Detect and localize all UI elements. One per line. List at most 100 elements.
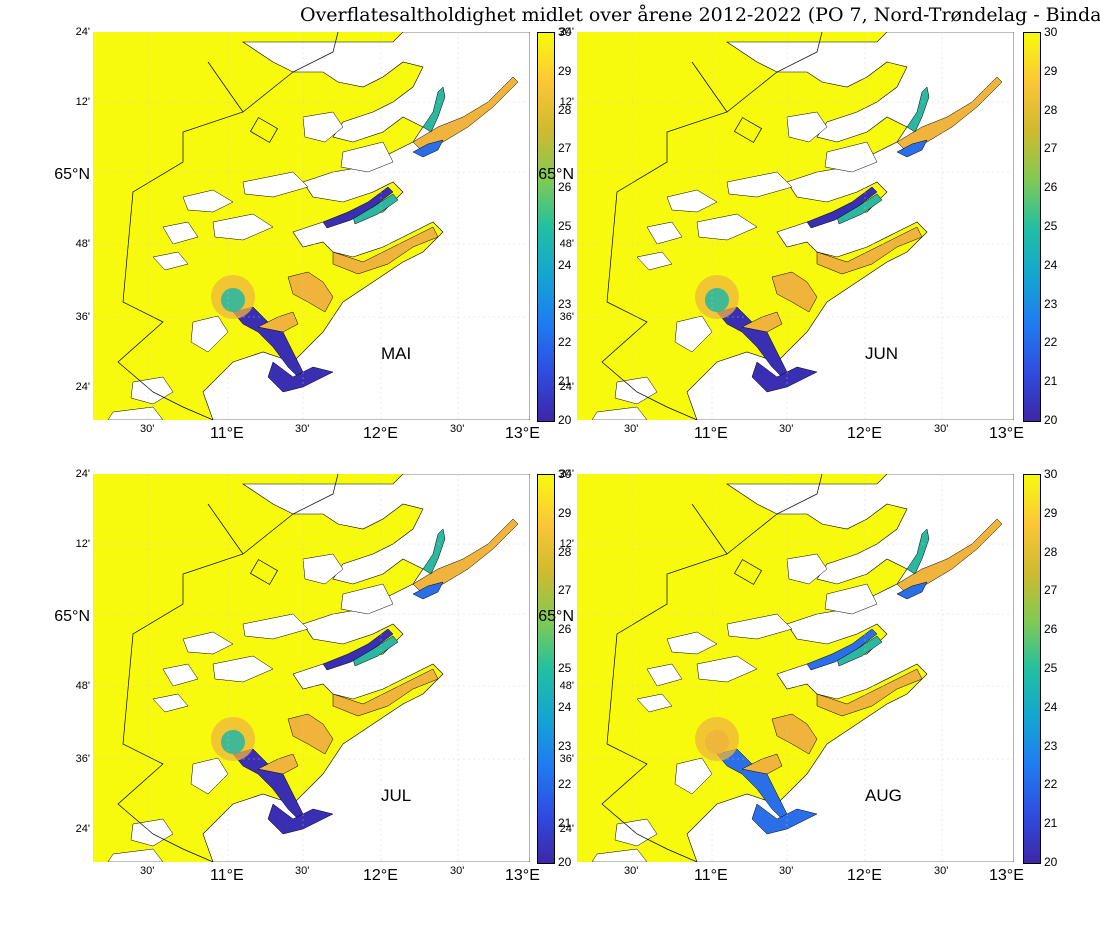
month-label: AUG: [865, 786, 902, 805]
colorbar-tick-label: 29: [1044, 505, 1058, 520]
colorbar-tick-label: 25: [1044, 219, 1058, 233]
colorbar-tick-label: 24: [1044, 257, 1058, 272]
map-area: [93, 32, 530, 420]
latitude-tick-label: 48': [75, 238, 90, 250]
longitude-tick-label: 30': [140, 865, 155, 877]
longitude-tick-label: 11°E: [694, 425, 728, 442]
colorbar: [537, 32, 555, 422]
latitude-tick-label: 24': [559, 26, 574, 38]
colorbar-tick-label: 27: [1044, 583, 1058, 598]
colorbar-tick-label: 28: [1044, 102, 1058, 117]
colorbar-tick-label: 26: [1044, 180, 1058, 195]
colorbar-tick-label: 27: [558, 583, 572, 598]
colorbar-tick-label: 23: [558, 738, 572, 753]
colorbar-tick-label: 22: [558, 335, 572, 350]
latitude-tick-label: 65°N: [538, 166, 574, 183]
colorbar-tick-label: 22: [1044, 335, 1058, 350]
longitude-tick-label: 13°E: [505, 867, 540, 884]
latitude-tick-label: 24': [75, 468, 90, 480]
colorbar-tick-label: 21: [1044, 374, 1058, 389]
longitude-tick-label: 30': [934, 423, 949, 435]
colorbar-tick-label: 28: [1044, 544, 1058, 559]
latitude-tick-label: 48': [559, 680, 574, 692]
colorbar-tick-label: 26: [1044, 622, 1058, 637]
longitude-tick-label: 30': [779, 865, 794, 877]
longitude-tick-label: 30': [450, 423, 465, 435]
colorbar-tick-label: 23: [558, 296, 572, 311]
colorbar-tick-label: 24: [558, 257, 572, 272]
latitude-tick-label: 12': [559, 538, 574, 550]
salinity-map: [93, 32, 530, 420]
colorbar-tick-label: 22: [558, 777, 572, 792]
colorbar-tick-label: 29: [1044, 63, 1058, 78]
longitude-tick-label: 30': [450, 865, 465, 877]
longitude-tick-label: 30': [624, 865, 639, 877]
colorbar-tick-label: 23: [1044, 296, 1058, 311]
colorbar-tick-label: 28: [558, 544, 572, 559]
salinity-map: [577, 32, 1014, 420]
latitude-tick-label: 24': [75, 381, 90, 393]
latitude-tick-label: 36': [75, 311, 90, 323]
colorbar-tick-label: 22: [1044, 777, 1058, 792]
latitude-tick-label: 12': [75, 96, 90, 108]
latitude-tick-label: 36': [559, 753, 574, 765]
colorbar-tick-label: 20: [558, 413, 572, 427]
colorbar-tick-label: 20: [1044, 413, 1058, 427]
longitude-tick-label: 12°E: [363, 425, 398, 442]
colorbar: [1023, 32, 1041, 422]
longitude-tick-label: 13°E: [989, 867, 1024, 884]
salinity-map: [577, 474, 1014, 862]
colorbar: [537, 474, 555, 864]
latitude-tick-label: 24': [559, 381, 574, 393]
longitude-tick-label: 30': [295, 423, 310, 435]
figure-title: Overflatesaltholdighet midlet over årene…: [300, 4, 1100, 26]
latitude-tick-label: 24': [559, 823, 574, 835]
latitude-tick-label: 12': [559, 96, 574, 108]
colorbar-tick-label: 30: [558, 467, 572, 481]
colorbar-tick-label: 24: [558, 699, 572, 714]
month-label: JUL: [381, 786, 412, 805]
colorbar-tick-label: 20: [558, 855, 572, 869]
colorbar-tick-label: 24: [1044, 699, 1058, 714]
longitude-tick-label: 30': [779, 423, 794, 435]
colorbar-tick-label: 29: [558, 63, 572, 78]
colorbar-tick-label: 30: [558, 25, 572, 39]
colorbar-tick-label: 21: [1044, 816, 1058, 831]
colorbar-tick-label: 27: [558, 141, 572, 156]
longitude-tick-label: 30': [934, 865, 949, 877]
longitude-tick-label: 12°E: [847, 867, 882, 884]
latitude-tick-label: 65°N: [54, 608, 90, 625]
latitude-tick-label: 65°N: [54, 166, 90, 183]
colorbar-tick-label: 30: [1044, 467, 1058, 481]
latitude-tick-label: 48': [559, 238, 574, 250]
longitude-tick-label: 13°E: [505, 425, 540, 442]
latitude-tick-label: 36': [559, 311, 574, 323]
longitude-tick-label: 12°E: [363, 867, 398, 884]
longitude-tick-label: 30': [295, 865, 310, 877]
colorbar-tick-label: 21: [558, 816, 572, 831]
colorbar-tick-label: 27: [1044, 141, 1058, 156]
map-area: [577, 32, 1014, 420]
map-area: [93, 474, 530, 862]
colorbar-tick-label: 25: [558, 661, 572, 675]
month-label: MAI: [381, 344, 412, 363]
longitude-tick-label: 30': [140, 423, 155, 435]
colorbar: [1023, 474, 1041, 864]
longitude-tick-label: 11°E: [210, 425, 244, 442]
latitude-tick-label: 24': [75, 823, 90, 835]
longitude-tick-label: 11°E: [694, 867, 728, 884]
month-label: JUN: [865, 344, 899, 363]
latitude-tick-label: 65°N: [538, 608, 574, 625]
latitude-tick-label: 12': [75, 538, 90, 550]
colorbar-tick-label: 30: [1044, 25, 1058, 39]
colorbar-tick-label: 25: [1044, 661, 1058, 675]
map-area: [577, 474, 1014, 862]
latitude-tick-label: 48': [75, 680, 90, 692]
colorbar-tick-label: 26: [558, 180, 572, 195]
colorbar-tick-label: 20: [1044, 855, 1058, 869]
latitude-tick-label: 24': [75, 26, 90, 38]
colorbar-tick-label: 23: [1044, 738, 1058, 753]
colorbar-tick-label: 21: [558, 374, 572, 389]
colorbar-tick-label: 29: [558, 505, 572, 520]
colorbar-tick-label: 26: [558, 622, 572, 637]
